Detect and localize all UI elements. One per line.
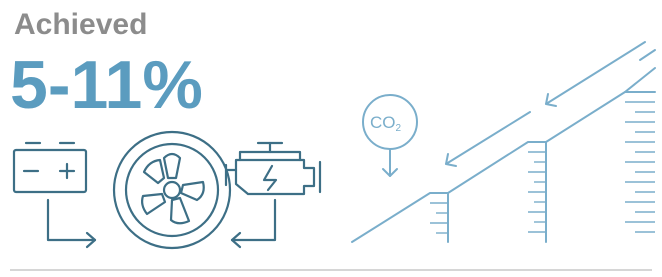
value: 5-11% xyxy=(10,47,203,123)
co2-label: CO2 xyxy=(370,113,402,134)
co2-subscript: 2 xyxy=(396,123,402,134)
co2-text: CO xyxy=(370,113,396,132)
label: Achieved xyxy=(14,8,147,41)
stairs xyxy=(352,42,655,242)
infographic: Achieved 5-11% CO2 xyxy=(0,0,662,277)
wheel-icon xyxy=(114,132,230,248)
engine-icon xyxy=(226,143,320,247)
co2-icon: CO2 xyxy=(363,95,417,176)
page: Achieved 5-11% CO2 xyxy=(0,0,662,277)
battery-icon xyxy=(14,143,95,247)
